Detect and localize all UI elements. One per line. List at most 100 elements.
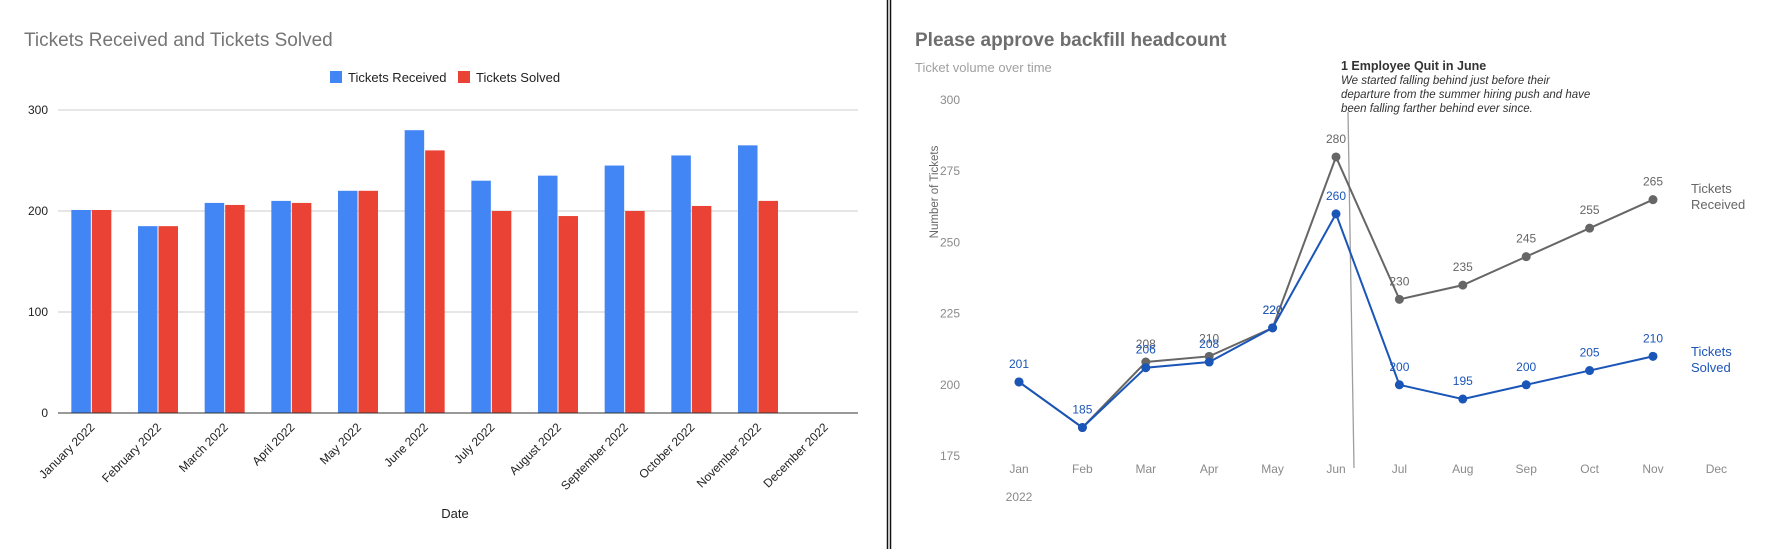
point-tickets-received	[1648, 195, 1658, 205]
bar-tickets-received	[204, 202, 225, 413]
point-tickets-solved	[1648, 351, 1658, 361]
data-label-tickets-received: 210	[1199, 331, 1219, 345]
bar-tickets-solved	[625, 211, 645, 413]
bar-tickets-solved	[158, 226, 178, 413]
data-label-tickets-solved: 200	[1389, 360, 1409, 374]
y-tick-label: 175	[940, 449, 960, 463]
chart-title: Tickets Received and Tickets Solved	[24, 30, 333, 51]
data-label-tickets-received: 280	[1326, 132, 1346, 146]
bar-tickets-received	[471, 180, 491, 413]
bar-tickets-solved	[558, 216, 578, 413]
y-tick-label: 200	[28, 204, 48, 218]
point-tickets-solved	[1394, 380, 1404, 390]
data-label-tickets-received: 220	[1263, 303, 1283, 317]
data-label-tickets-received: 245	[1516, 232, 1536, 246]
point-tickets-received	[1331, 152, 1341, 162]
data-label-tickets-received: 255	[1580, 203, 1600, 217]
data-label-tickets-solved: 185	[1072, 403, 1092, 417]
x-tick-label: Apr	[1200, 462, 1219, 476]
bar-tickets-received	[404, 130, 425, 413]
x-tick-label: December 2022	[761, 420, 832, 491]
data-label-tickets-received: 235	[1453, 260, 1473, 274]
data-label-tickets-received: 230	[1389, 274, 1409, 288]
data-label-tickets-solved: 195	[1453, 374, 1473, 388]
gridlines	[58, 109, 858, 313]
x-tick-label: May	[1261, 462, 1284, 476]
bar-tickets-solved	[758, 200, 778, 413]
bar-tickets-solved	[91, 209, 112, 413]
series-label-received-1: Tickets	[1691, 181, 1732, 196]
x-tick-label: Nov	[1642, 462, 1663, 476]
bar-tickets-solved	[291, 202, 312, 413]
x-tick-label: March 2022	[176, 420, 231, 475]
y-axis-ticks: 0 100 200 300	[28, 103, 48, 420]
data-label-tickets-solved: 260	[1326, 189, 1346, 203]
x-tick-label: Sep	[1516, 462, 1538, 476]
data-label-tickets-solved: 208	[1199, 337, 1219, 351]
y-tick-label: 200	[940, 378, 960, 392]
bar-tickets-received	[71, 209, 91, 413]
point-tickets-solved	[1014, 377, 1024, 387]
x-axis-ticks: Jan Feb Mar Apr May Jun Jul Aug Sep Oct Nov Dec	[1009, 462, 1727, 476]
point-tickets-received	[1585, 223, 1595, 233]
bar-tickets-solved	[425, 150, 445, 413]
y-tick-label: 250	[940, 235, 960, 249]
x-tick-label: Oct	[1580, 462, 1599, 476]
bar-chart-panel: Tickets Received and Tickets Solved Tick…	[0, 0, 886, 549]
x-tick-label: June 2022	[381, 420, 431, 470]
legend-label-solved: Tickets Solved	[476, 70, 560, 85]
bar-tickets-solved	[491, 211, 512, 413]
y-tick-label: 100	[28, 305, 48, 319]
point-tickets-received	[1394, 294, 1404, 304]
data-label-tickets-solved: 201	[1009, 357, 1029, 371]
y-axis-ticks: 175 200 225 250 275 300	[940, 93, 960, 463]
x-tick-label: May 2022	[317, 420, 364, 467]
data-label-tickets-solved: 206	[1136, 343, 1156, 357]
data-label-tickets-solved: 205	[1580, 346, 1600, 360]
x-tick-label: Jul	[1392, 462, 1407, 476]
x-tick-label: September 2022	[558, 420, 631, 493]
x-tick-label: January 2022	[36, 420, 98, 482]
annotation-line-2: departure from the summer hiring push an…	[1341, 89, 1590, 101]
y-tick-label: 275	[940, 164, 960, 178]
bars	[71, 130, 778, 413]
bar-tickets-received	[271, 200, 291, 413]
bar-tickets-received	[538, 175, 558, 413]
bar-chart: Tickets Received and Tickets Solved Tick…	[24, 30, 858, 521]
point-tickets-solved	[1585, 366, 1595, 376]
x-tick-label: Mar	[1135, 462, 1156, 476]
annotation-title: 1 Employee Quit in June	[1341, 59, 1486, 73]
x-axis-year: 2022	[1006, 490, 1033, 504]
bar-tickets-received	[671, 155, 691, 413]
annotation-leader-line	[1347, 111, 1355, 469]
bar-tickets-solved	[691, 205, 712, 413]
x-tick-label: Feb	[1072, 462, 1093, 476]
point-tickets-solved	[1204, 357, 1214, 367]
data-label-tickets-received: 265	[1643, 175, 1663, 189]
annotation: 1 Employee Quit in June We started falli…	[1341, 59, 1590, 469]
x-tick-label: Aug	[1452, 462, 1473, 476]
series-label-solved-2: Solved	[1691, 360, 1731, 375]
x-tick-label: April 2022	[249, 420, 297, 468]
data-label-tickets-solved: 210	[1643, 331, 1663, 345]
point-tickets-solved	[1268, 323, 1278, 333]
y-tick-label: 300	[28, 103, 48, 117]
series-label-solved-1: Tickets	[1691, 344, 1732, 359]
panel-divider	[886, 0, 892, 549]
annotation-line-1: We started falling behind just before th…	[1341, 75, 1551, 87]
legend-swatch-received	[330, 71, 342, 83]
bar-tickets-received	[138, 226, 158, 413]
x-tick-label: August 2022	[507, 420, 565, 478]
x-tick-label: October 2022	[636, 420, 698, 482]
data-label-tickets-solved: 220	[1263, 303, 1283, 317]
x-tick-label: Jan	[1009, 462, 1028, 476]
data-label-tickets-received: 208	[1136, 337, 1156, 351]
bar-tickets-received	[338, 190, 358, 413]
x-tick-label: Dec	[1706, 462, 1727, 476]
x-tick-label: November 2022	[694, 420, 765, 491]
line-chart-panel: Please approve backfill headcount Ticket…	[892, 0, 1776, 549]
legend-swatch-solved	[458, 71, 470, 83]
